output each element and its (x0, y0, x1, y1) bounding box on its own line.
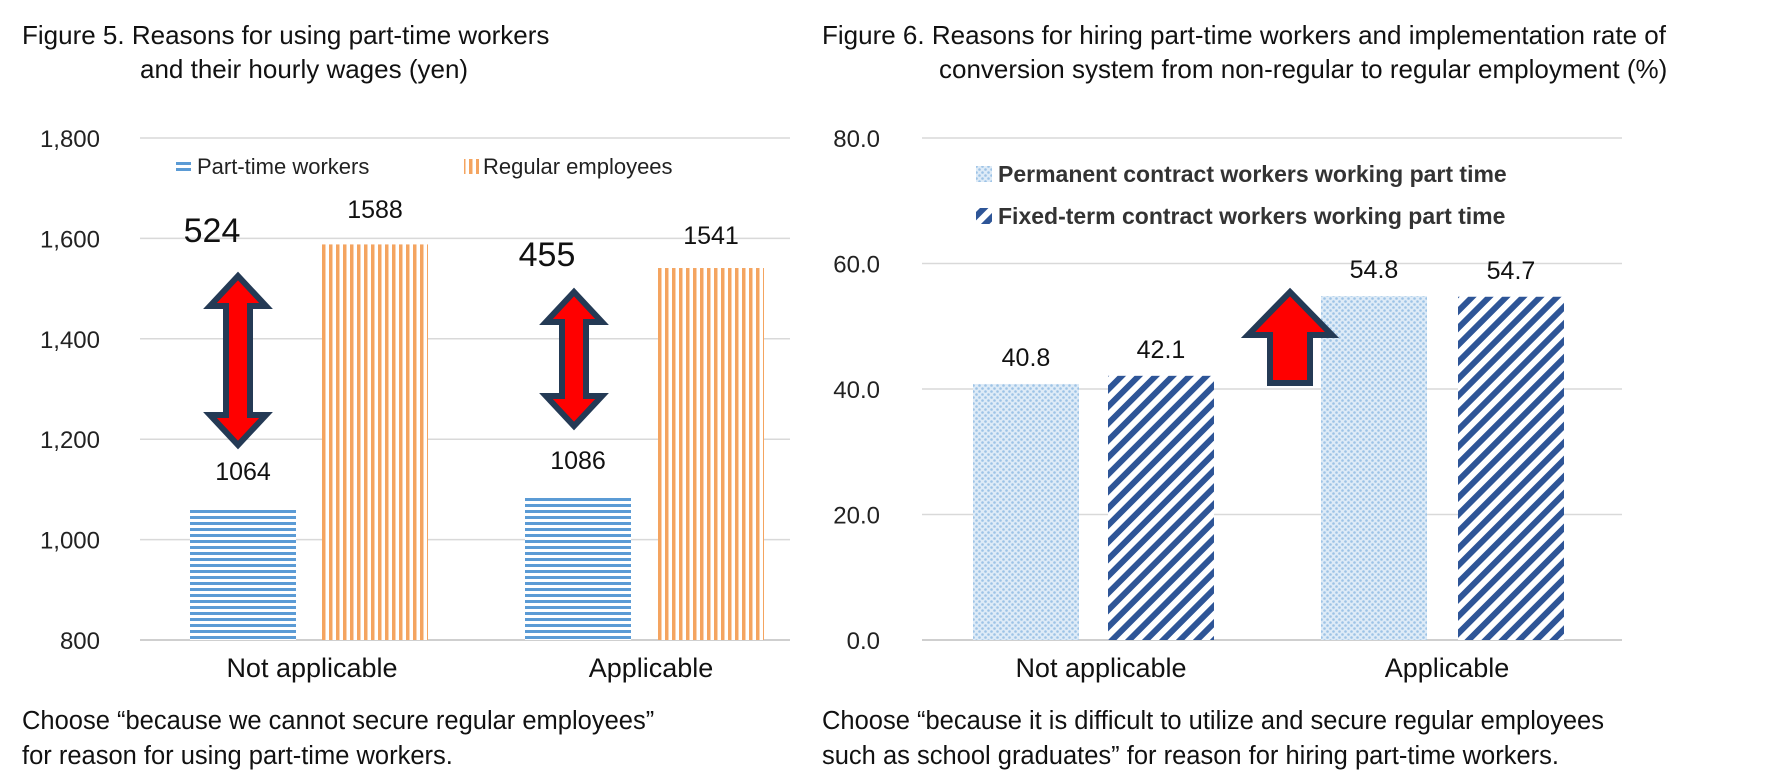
figure-6-data-labels: 40.8 54.8 42.1 54.7 (1002, 256, 1536, 372)
figure-5-gap-arrows (203, 271, 609, 450)
figure-6: Figure 6. Reasons for hiring part-time w… (822, 20, 1667, 770)
y-tick-label: 1,600 (40, 226, 100, 253)
data-label-part-time-applicable: 1086 (550, 447, 606, 475)
figure-5-bars (190, 244, 764, 640)
increase-arrow (1240, 287, 1340, 386)
bar-part-time-not-applicable (190, 507, 296, 640)
figure-5-data-labels: 1064 1086 1588 1541 (215, 196, 739, 486)
y-tick-label: 1,000 (40, 528, 100, 555)
data-label-regular-applicable: 1541 (683, 222, 739, 250)
gap-arrow-not-applicable (203, 271, 273, 450)
legend-label-regular: Regular employees (483, 154, 673, 179)
figure-5-title-line2: and their hourly wages (yen) (140, 54, 468, 84)
legend-swatch-regular (464, 159, 479, 174)
figure-5: Figure 5. Reasons for using part-time wo… (22, 20, 790, 770)
figure-6-note-line2: such as school graduates” for reason for… (822, 742, 1559, 770)
figure-5-legend: Part-time workers Regular employees (176, 154, 673, 179)
legend-label-permanent: Permanent contract workers working part … (998, 161, 1507, 187)
y-tick-label: 60.0 (833, 252, 880, 279)
y-tick-label: 40.0 (833, 377, 880, 404)
legend-swatch-permanent (976, 166, 992, 182)
y-tick-label: 80.0 (833, 126, 880, 153)
figure-5-category-not-applicable: Not applicable (226, 653, 397, 683)
y-tick-label: 800 (60, 628, 100, 655)
data-label-regular-not-applicable: 1588 (347, 196, 403, 224)
bar-fixed-term-not-applicable (1108, 375, 1214, 640)
figure-5-note-line1: Choose “because we cannot secure regular… (22, 707, 654, 735)
legend-swatch-part-time (176, 159, 191, 174)
gap-value-applicable: 455 (519, 236, 576, 274)
figure-6-title-line1: Figure 6. Reasons for hiring part-time w… (822, 20, 1667, 50)
data-label-permanent-applicable: 54.8 (1350, 256, 1399, 284)
figure-6-bars (973, 296, 1564, 640)
figure-6-legend: Permanent contract workers working part … (976, 161, 1507, 229)
figure-6-category-applicable: Applicable (1385, 653, 1510, 683)
figure-6-y-axis: 0.0 20.0 40.0 60.0 80.0 (833, 126, 880, 655)
figure-5-category-applicable: Applicable (589, 653, 714, 683)
legend-label-fixed-term: Fixed-term contract workers working part… (998, 203, 1505, 229)
data-label-part-time-not-applicable: 1064 (215, 458, 271, 486)
figure-6-category-not-applicable: Not applicable (1015, 653, 1186, 683)
figure-6-title-line2: conversion system from non-regular to re… (939, 54, 1667, 84)
y-tick-label: 0.0 (847, 628, 880, 655)
figure-5-note-line2: for reason for using part-time workers. (22, 742, 453, 770)
data-label-fixed-term-not-applicable: 42.1 (1137, 336, 1186, 364)
bar-permanent-applicable (1321, 296, 1427, 640)
data-label-fixed-term-applicable: 54.7 (1487, 257, 1536, 285)
legend-swatch-fixed-term (976, 208, 992, 224)
y-tick-label: 1,400 (40, 327, 100, 354)
figure-5-y-axis: 800 1,000 1,200 1,400 1,600 1,800 (40, 126, 100, 655)
y-tick-label: 20.0 (833, 503, 880, 530)
bar-regular-not-applicable (322, 244, 428, 640)
bar-regular-applicable (658, 268, 764, 640)
figure-6-note-line1: Choose “because it is difficult to utili… (822, 707, 1604, 735)
data-label-permanent-not-applicable: 40.8 (1002, 344, 1051, 372)
bar-permanent-not-applicable (973, 383, 1079, 640)
gap-value-not-applicable: 524 (184, 212, 241, 250)
figure-5-title-line1: Figure 5. Reasons for using part-time wo… (22, 20, 549, 50)
legend-label-part-time: Part-time workers (197, 154, 369, 179)
bar-part-time-applicable (525, 496, 631, 640)
y-tick-label: 1,200 (40, 427, 100, 454)
bar-fixed-term-applicable (1458, 296, 1564, 640)
gap-arrow-applicable (539, 287, 609, 431)
y-tick-label: 1,800 (40, 126, 100, 153)
